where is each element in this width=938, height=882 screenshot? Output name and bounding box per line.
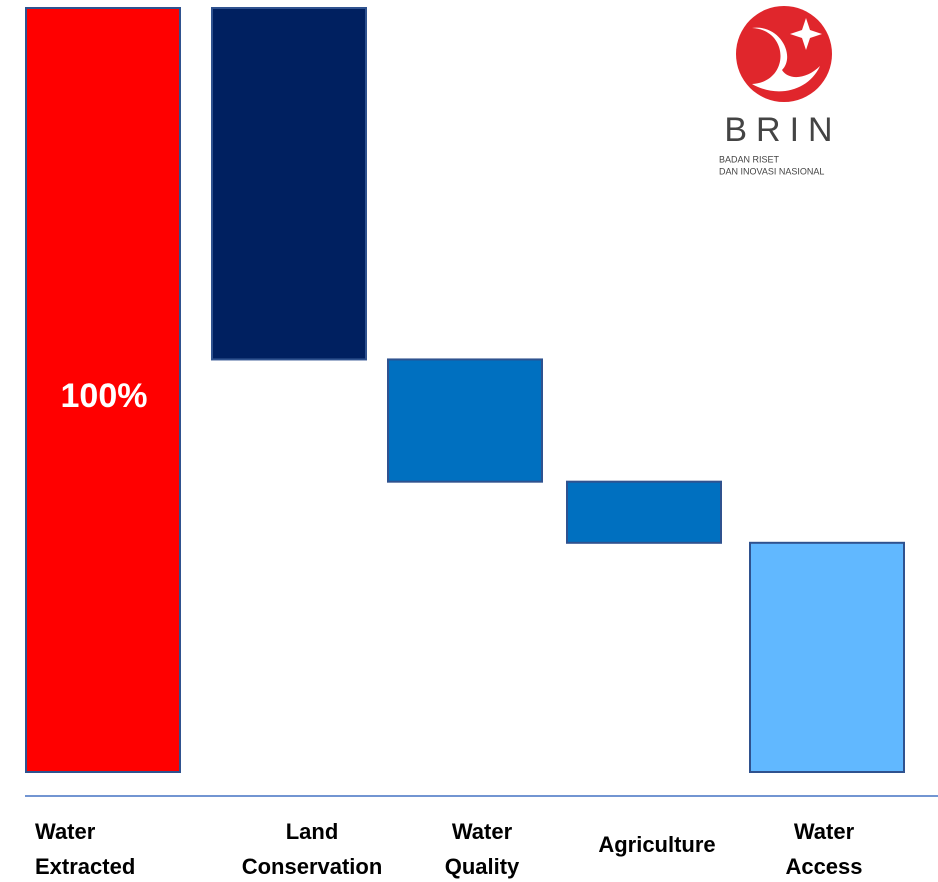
x-tick-label: Water xyxy=(452,819,513,844)
x-tick-label: Quality xyxy=(445,854,520,879)
logo-swirl xyxy=(752,27,820,92)
bar xyxy=(749,541,905,773)
bar xyxy=(387,358,543,483)
logo-tagline: BADAN RISET xyxy=(719,154,780,164)
x-tick-label: Water xyxy=(35,819,96,844)
bar xyxy=(211,7,367,361)
logo-name: BRIN xyxy=(724,111,841,149)
logo-tagline: DAN INOVASI NASIONAL xyxy=(719,166,824,176)
x-tick-label: Conservation xyxy=(242,854,383,879)
bar xyxy=(566,480,722,544)
logo-star xyxy=(790,18,822,50)
x-tick-label: Access xyxy=(785,854,862,879)
x-tick-label: Land xyxy=(286,819,339,844)
bar xyxy=(25,7,181,773)
x-tick-label: Extracted xyxy=(35,854,135,879)
x-tick-label: Water xyxy=(794,819,855,844)
x-tick-label: Agriculture xyxy=(598,832,715,857)
value-label: 100% xyxy=(61,377,148,415)
logo: BRIN BADAN RISET DAN INOVASI NASIONAL xyxy=(719,6,841,176)
